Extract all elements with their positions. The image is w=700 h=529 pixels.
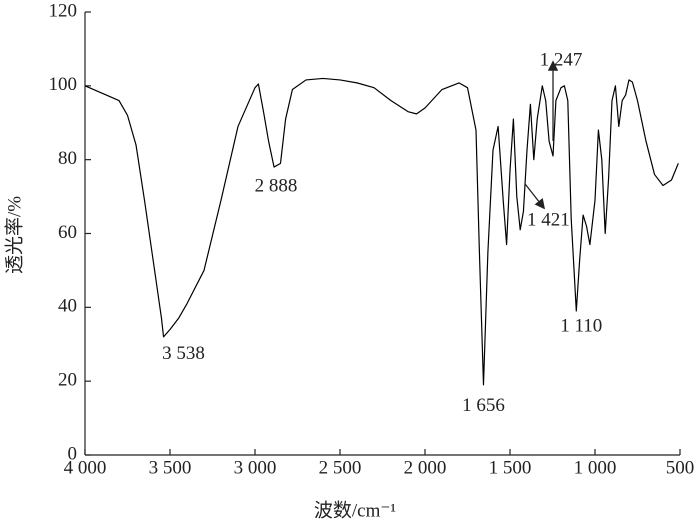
spectrum-line <box>84 77 679 386</box>
x-axis-label: 波数/cm⁻¹ <box>314 499 397 521</box>
y-tick-label: 120 <box>49 0 78 21</box>
x-tick-label: 500 <box>666 457 695 478</box>
x-tick-label: 1 000 <box>574 457 617 478</box>
x-tick-label: 3 000 <box>234 457 277 478</box>
x-tick-label: 2 500 <box>319 457 362 478</box>
peak-label: 2 888 <box>255 175 298 196</box>
y-tick-label: 40 <box>58 296 77 317</box>
peak-label: 1 656 <box>462 395 505 416</box>
x-tick-label: 1 500 <box>489 457 532 478</box>
peak-label: 3 538 <box>162 343 205 364</box>
peak-arrow <box>524 183 546 210</box>
x-tick-label: 2 000 <box>404 457 447 478</box>
peak-label: 1 247 <box>540 49 583 70</box>
y-tick-label: 20 <box>58 370 77 391</box>
y-tick-label: 0 <box>68 443 78 464</box>
x-tick-label: 3 500 <box>149 457 192 478</box>
peak-label: 1 110 <box>560 315 602 336</box>
x-tick-label: 4 000 <box>64 457 107 478</box>
peak-label: 1 421 <box>527 210 570 231</box>
y-tick-label: 100 <box>49 74 78 95</box>
y-tick-label: 60 <box>58 222 77 243</box>
y-axis-label: 透光率/% <box>3 196 25 274</box>
y-tick-label: 80 <box>58 148 77 169</box>
